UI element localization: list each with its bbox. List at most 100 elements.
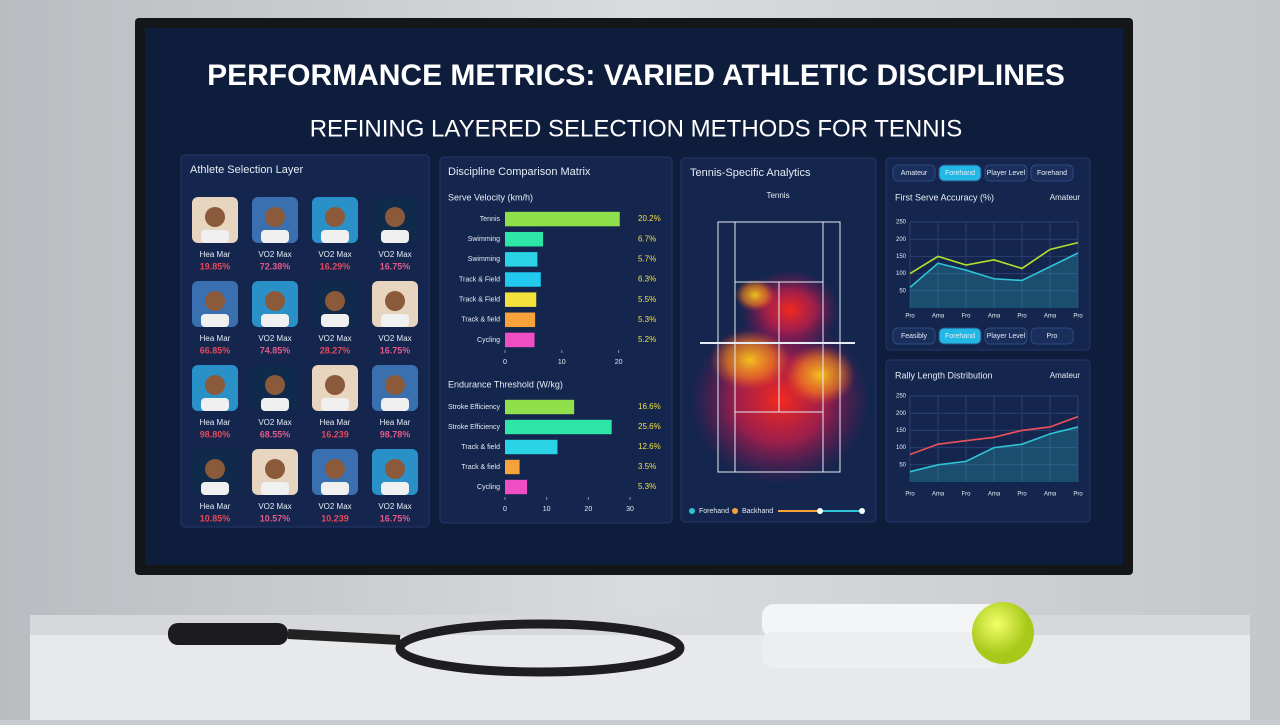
x-tick-label: 10	[558, 359, 566, 366]
x-tick-label: Ama	[932, 492, 945, 498]
panel-title: Tennis-Specific Analytics	[690, 167, 811, 179]
bar	[505, 399, 575, 415]
avatar-face	[385, 207, 405, 227]
athlete-value: 68.55%	[260, 429, 291, 439]
tab-label: Forehand	[945, 333, 975, 340]
legend-label: Forehand	[699, 508, 729, 515]
athlete-value: 10.85%	[200, 513, 231, 523]
tab[interactable]	[1030, 327, 1074, 345]
avatar-face	[205, 291, 225, 311]
tab[interactable]	[892, 327, 936, 345]
athlete-value: 98.78%	[380, 429, 411, 439]
athlete-label: VO2 Max	[258, 250, 291, 259]
athlete-value: 16.75%	[380, 261, 411, 271]
y-tick-label: 150	[896, 428, 907, 434]
tab[interactable]	[938, 327, 982, 345]
avatar-face	[265, 207, 285, 227]
avatar-body	[201, 230, 229, 243]
bar	[505, 252, 538, 267]
court	[700, 221, 855, 473]
bar	[505, 419, 612, 435]
avatar-body	[321, 482, 349, 495]
athlete-value: 66.85%	[200, 345, 231, 355]
bar	[505, 272, 541, 287]
athlete-label: Hea Mar	[380, 418, 411, 427]
avatar-body	[201, 398, 229, 411]
y-tick-label: Stroke Efficiency	[448, 404, 501, 411]
avatar-face	[385, 375, 405, 395]
athlete-value: 72.38%	[260, 261, 291, 271]
y-tick-label: 100	[896, 271, 907, 277]
value-label: 3.5%	[638, 462, 656, 471]
avatar-body	[261, 230, 289, 243]
avatar-body	[381, 314, 409, 327]
x-tick-label: 0	[503, 506, 507, 513]
bar	[505, 479, 528, 495]
slider-handle[interactable]	[859, 508, 865, 514]
athlete-label: Hea Mar	[200, 250, 231, 259]
chart-title: First Serve Accuracy (%)	[895, 192, 994, 202]
y-tick-label: Swimming	[468, 256, 500, 263]
y-tick-label: Track & Field	[459, 296, 500, 303]
avatar-face	[205, 459, 225, 479]
avatar-face	[385, 291, 405, 311]
tab[interactable]	[892, 164, 936, 182]
tennis-ball	[972, 602, 1034, 664]
tab[interactable]	[984, 327, 1028, 345]
tab-label: Forehand	[945, 170, 975, 177]
line	[909, 426, 1079, 473]
chart-title: Serve Velocity (km/h)	[448, 192, 533, 202]
athlete-value: 28.27%	[320, 345, 351, 355]
avatar-body	[381, 482, 409, 495]
panel-title: Discipline Comparison Matrix	[448, 166, 591, 178]
main-subtitle: REFINING LAYERED SELECTION METHODS FOR T…	[310, 115, 963, 142]
x-tick-label: Fro	[962, 492, 972, 498]
athlete-value: 10.57%	[260, 513, 291, 523]
athlete-value: 10.239	[321, 513, 349, 523]
avatar-face	[385, 459, 405, 479]
bar	[505, 211, 620, 227]
x-tick-label: 10	[543, 506, 551, 513]
chart-subtitle: Amateur	[1050, 193, 1081, 202]
tab[interactable]	[984, 164, 1028, 182]
racket	[168, 619, 685, 677]
tab[interactable]	[1030, 164, 1074, 182]
x-tick-label: Pro	[905, 492, 915, 498]
avatar-face	[265, 291, 285, 311]
x-tick-label: 20	[584, 506, 592, 513]
area	[910, 426, 1078, 482]
avatar-body	[381, 230, 409, 243]
value-label: 5.7%	[638, 254, 656, 263]
x-tick-label: 0	[503, 359, 507, 366]
chart-title: Endurance Threshold (W/kg)	[448, 379, 563, 389]
tab[interactable]	[938, 164, 982, 182]
value-label: 20.2%	[638, 214, 661, 223]
avatar-body	[321, 230, 349, 243]
panel	[885, 359, 1091, 523]
bar	[505, 292, 537, 307]
tab-label: Forehand	[1037, 170, 1067, 177]
x-tick-label: Ama	[1044, 492, 1057, 498]
avatar-body	[201, 314, 229, 327]
value-label: 5.3%	[638, 315, 656, 324]
slider-handle[interactable]	[817, 508, 823, 514]
y-tick-label: 100	[896, 445, 907, 451]
court-label: Tennis	[766, 191, 789, 200]
y-tick-label: Cycling	[477, 484, 500, 491]
x-tick-label: Pro	[1017, 492, 1027, 498]
value-label: 5.3%	[638, 482, 656, 491]
value-label: 25.6%	[638, 422, 661, 431]
line	[909, 241, 1079, 275]
athlete-label: Hea Mar	[200, 502, 231, 511]
avatar-face	[205, 207, 225, 227]
avatar-body	[321, 398, 349, 411]
tab-label: Pro	[1047, 333, 1058, 340]
value-label: 12.6%	[638, 442, 661, 451]
x-tick-label: Pro	[1073, 314, 1083, 320]
value-label: 6.7%	[638, 234, 656, 243]
x-tick-label: Pro	[905, 314, 915, 320]
y-tick-label: 50	[899, 288, 906, 294]
avatar-face	[325, 291, 345, 311]
bar	[505, 332, 535, 348]
